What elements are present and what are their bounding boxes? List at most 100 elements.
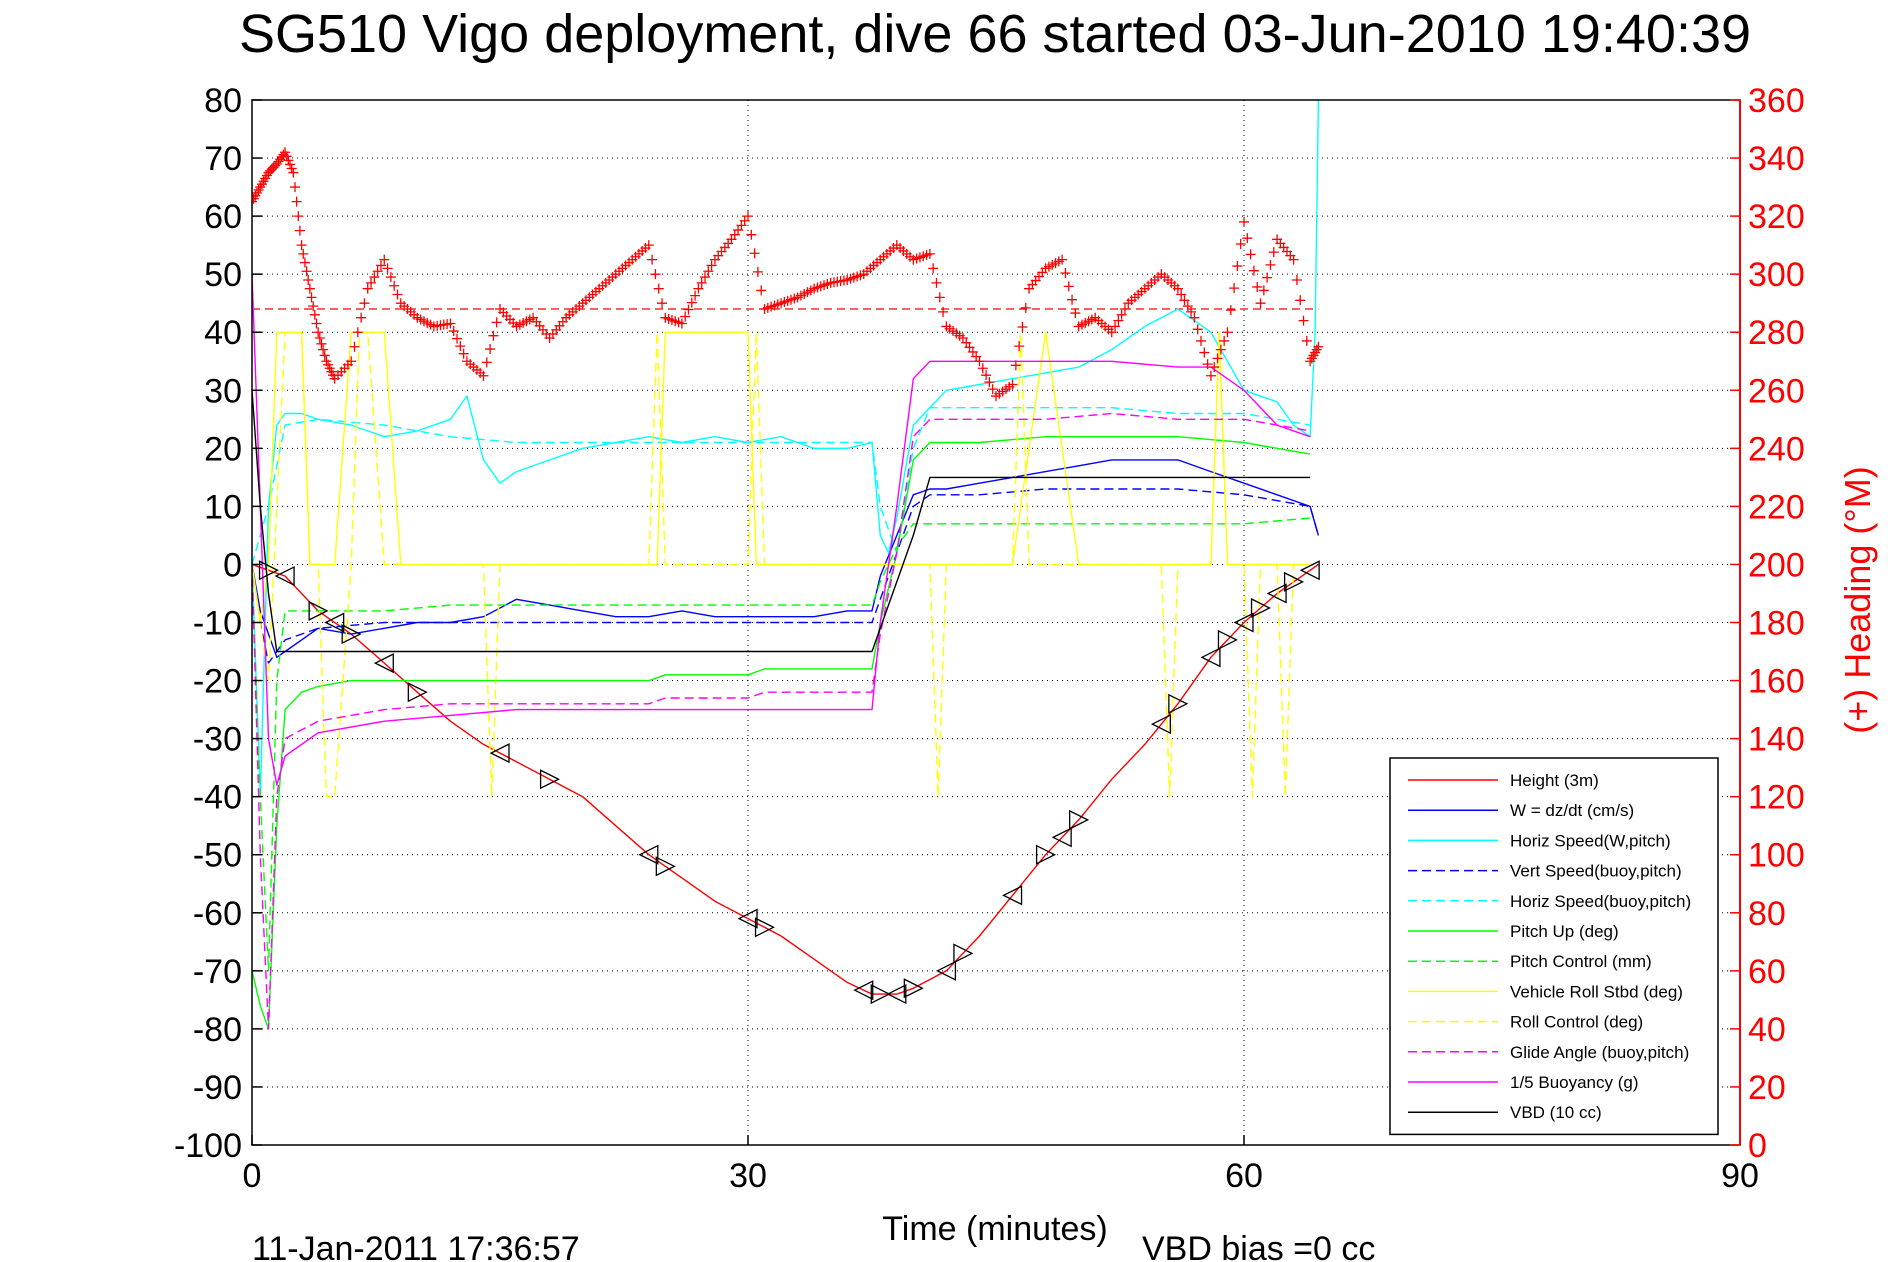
heading-marker: [938, 306, 949, 317]
heading-marker: [1020, 302, 1031, 313]
right-y-tick-label: 80: [1748, 895, 1786, 933]
heading-marker: [1255, 298, 1266, 309]
heading-marker: [643, 240, 654, 251]
heading-marker: [303, 274, 314, 285]
x-tick-label: 60: [1225, 1157, 1263, 1195]
heading-marker: [313, 327, 324, 338]
right-y-tick-label: 280: [1748, 314, 1805, 352]
heading-marker: [306, 292, 317, 303]
y-tick-label: -20: [193, 663, 242, 701]
heading-marker: [683, 304, 694, 315]
heading-marker: [1199, 347, 1210, 358]
heading-marker: [252, 196, 257, 207]
heading-marker: [316, 338, 327, 349]
heading-marker: [359, 298, 370, 309]
heading-marker: [366, 277, 377, 288]
heading-marker: [478, 370, 489, 381]
heading-marker: [703, 266, 714, 277]
y-tick-label: -80: [193, 1011, 242, 1049]
series-line-roll-control-deg-: [252, 331, 1311, 798]
heading-marker: [291, 196, 302, 207]
y-tick-label: 0: [223, 546, 242, 584]
series-line-horiz-speed-buoy-pitch-: [252, 407, 1311, 565]
heading-marker: [700, 272, 711, 283]
triangle-marker: [935, 960, 957, 981]
heading-marker: [1215, 344, 1226, 355]
series-line-glide-angle-buoy-pitch-: [252, 412, 1311, 1030]
right-y-tick-label: 320: [1748, 198, 1805, 236]
triangle-marker: [1150, 714, 1171, 735]
legend-label: VBD (10 cc): [1510, 1103, 1602, 1122]
heading-marker: [1017, 321, 1028, 332]
series-line-height-3m-: [252, 563, 1319, 995]
heading-marker: [1262, 272, 1273, 283]
heading-marker: [1172, 283, 1183, 294]
triangle-marker: [1168, 693, 1189, 714]
heading-marker: [1209, 362, 1220, 373]
plot-area: [252, 100, 1324, 1030]
heading-marker: [924, 248, 935, 259]
heading-marker: [1057, 254, 1068, 265]
triangle-marker: [1250, 597, 1271, 619]
right-y-tick-label: 340: [1748, 140, 1805, 178]
footer-vbd-bias: VBD bias =0 cc: [1142, 1230, 1375, 1262]
heading-marker: [369, 272, 380, 283]
heading-marker: [311, 318, 322, 329]
heading-marker: [448, 326, 459, 337]
heading-marker: [1067, 294, 1078, 305]
heading-marker: [1186, 306, 1197, 317]
heading-marker: [485, 344, 496, 355]
heading-marker: [928, 263, 939, 274]
heading-marker: [379, 254, 390, 265]
heading-marker: [1176, 289, 1187, 300]
heading-marker: [458, 348, 469, 359]
heading-marker: [488, 330, 499, 341]
heading-marker: [1119, 304, 1130, 314]
y-tick-label: 40: [204, 314, 242, 352]
triangle-marker: [324, 612, 345, 633]
heading-marker: [1245, 249, 1256, 260]
heading-marker: [1212, 353, 1223, 364]
heading-marker: [1060, 268, 1071, 279]
heading-marker: [1235, 238, 1246, 249]
y-tick-label: 20: [204, 430, 242, 468]
heading-marker: [680, 311, 691, 322]
triangle-marker: [373, 653, 394, 674]
right-y-tick-label: 200: [1748, 546, 1805, 584]
heading-marker: [293, 211, 304, 222]
heading-marker: [285, 159, 296, 170]
heading-marker: [756, 285, 767, 296]
triangle-marker: [539, 769, 561, 790]
triangle-marker: [1051, 827, 1072, 848]
heading-marker: [294, 225, 305, 236]
heading-marker: [746, 229, 757, 240]
legend-label: Vehicle Roll Stbd (deg): [1510, 982, 1683, 1001]
heading-marker: [1291, 274, 1302, 285]
triangle-marker: [308, 600, 329, 621]
heading-marker: [349, 341, 360, 352]
heading-marker: [676, 318, 687, 329]
heading-marker: [1225, 305, 1236, 316]
heading-marker: [491, 317, 502, 328]
right-y-tick-label: 40: [1748, 1011, 1786, 1049]
y-tick-label: 50: [204, 256, 242, 294]
series-line-pitch-control-mm-: [252, 517, 1311, 972]
right-y-tick-label: 260: [1748, 372, 1805, 410]
right-y-tick-label: 0: [1748, 1127, 1767, 1165]
heading-marker: [984, 377, 995, 388]
right-y-tick-label: 120: [1748, 779, 1805, 817]
heading-marker: [385, 272, 396, 283]
heading-marker: [389, 280, 400, 291]
right-y-tick-label: 180: [1748, 605, 1805, 643]
heading-marker: [281, 151, 292, 162]
heading-marker: [1196, 335, 1207, 346]
triangle-marker: [853, 980, 874, 1001]
heading-marker: [696, 277, 707, 288]
series-line-pitch-up-deg-: [252, 436, 1311, 1030]
y-tick-label: -90: [193, 1069, 242, 1107]
legend: Height (3m) W = dz/dt (cm/s) Horiz Speed(W…: [1389, 757, 1719, 1136]
heading-marker: [296, 240, 307, 251]
heading-marker: [1232, 261, 1243, 272]
right-y-tick-label: 220: [1748, 488, 1805, 526]
heading-marker: [1110, 321, 1121, 332]
